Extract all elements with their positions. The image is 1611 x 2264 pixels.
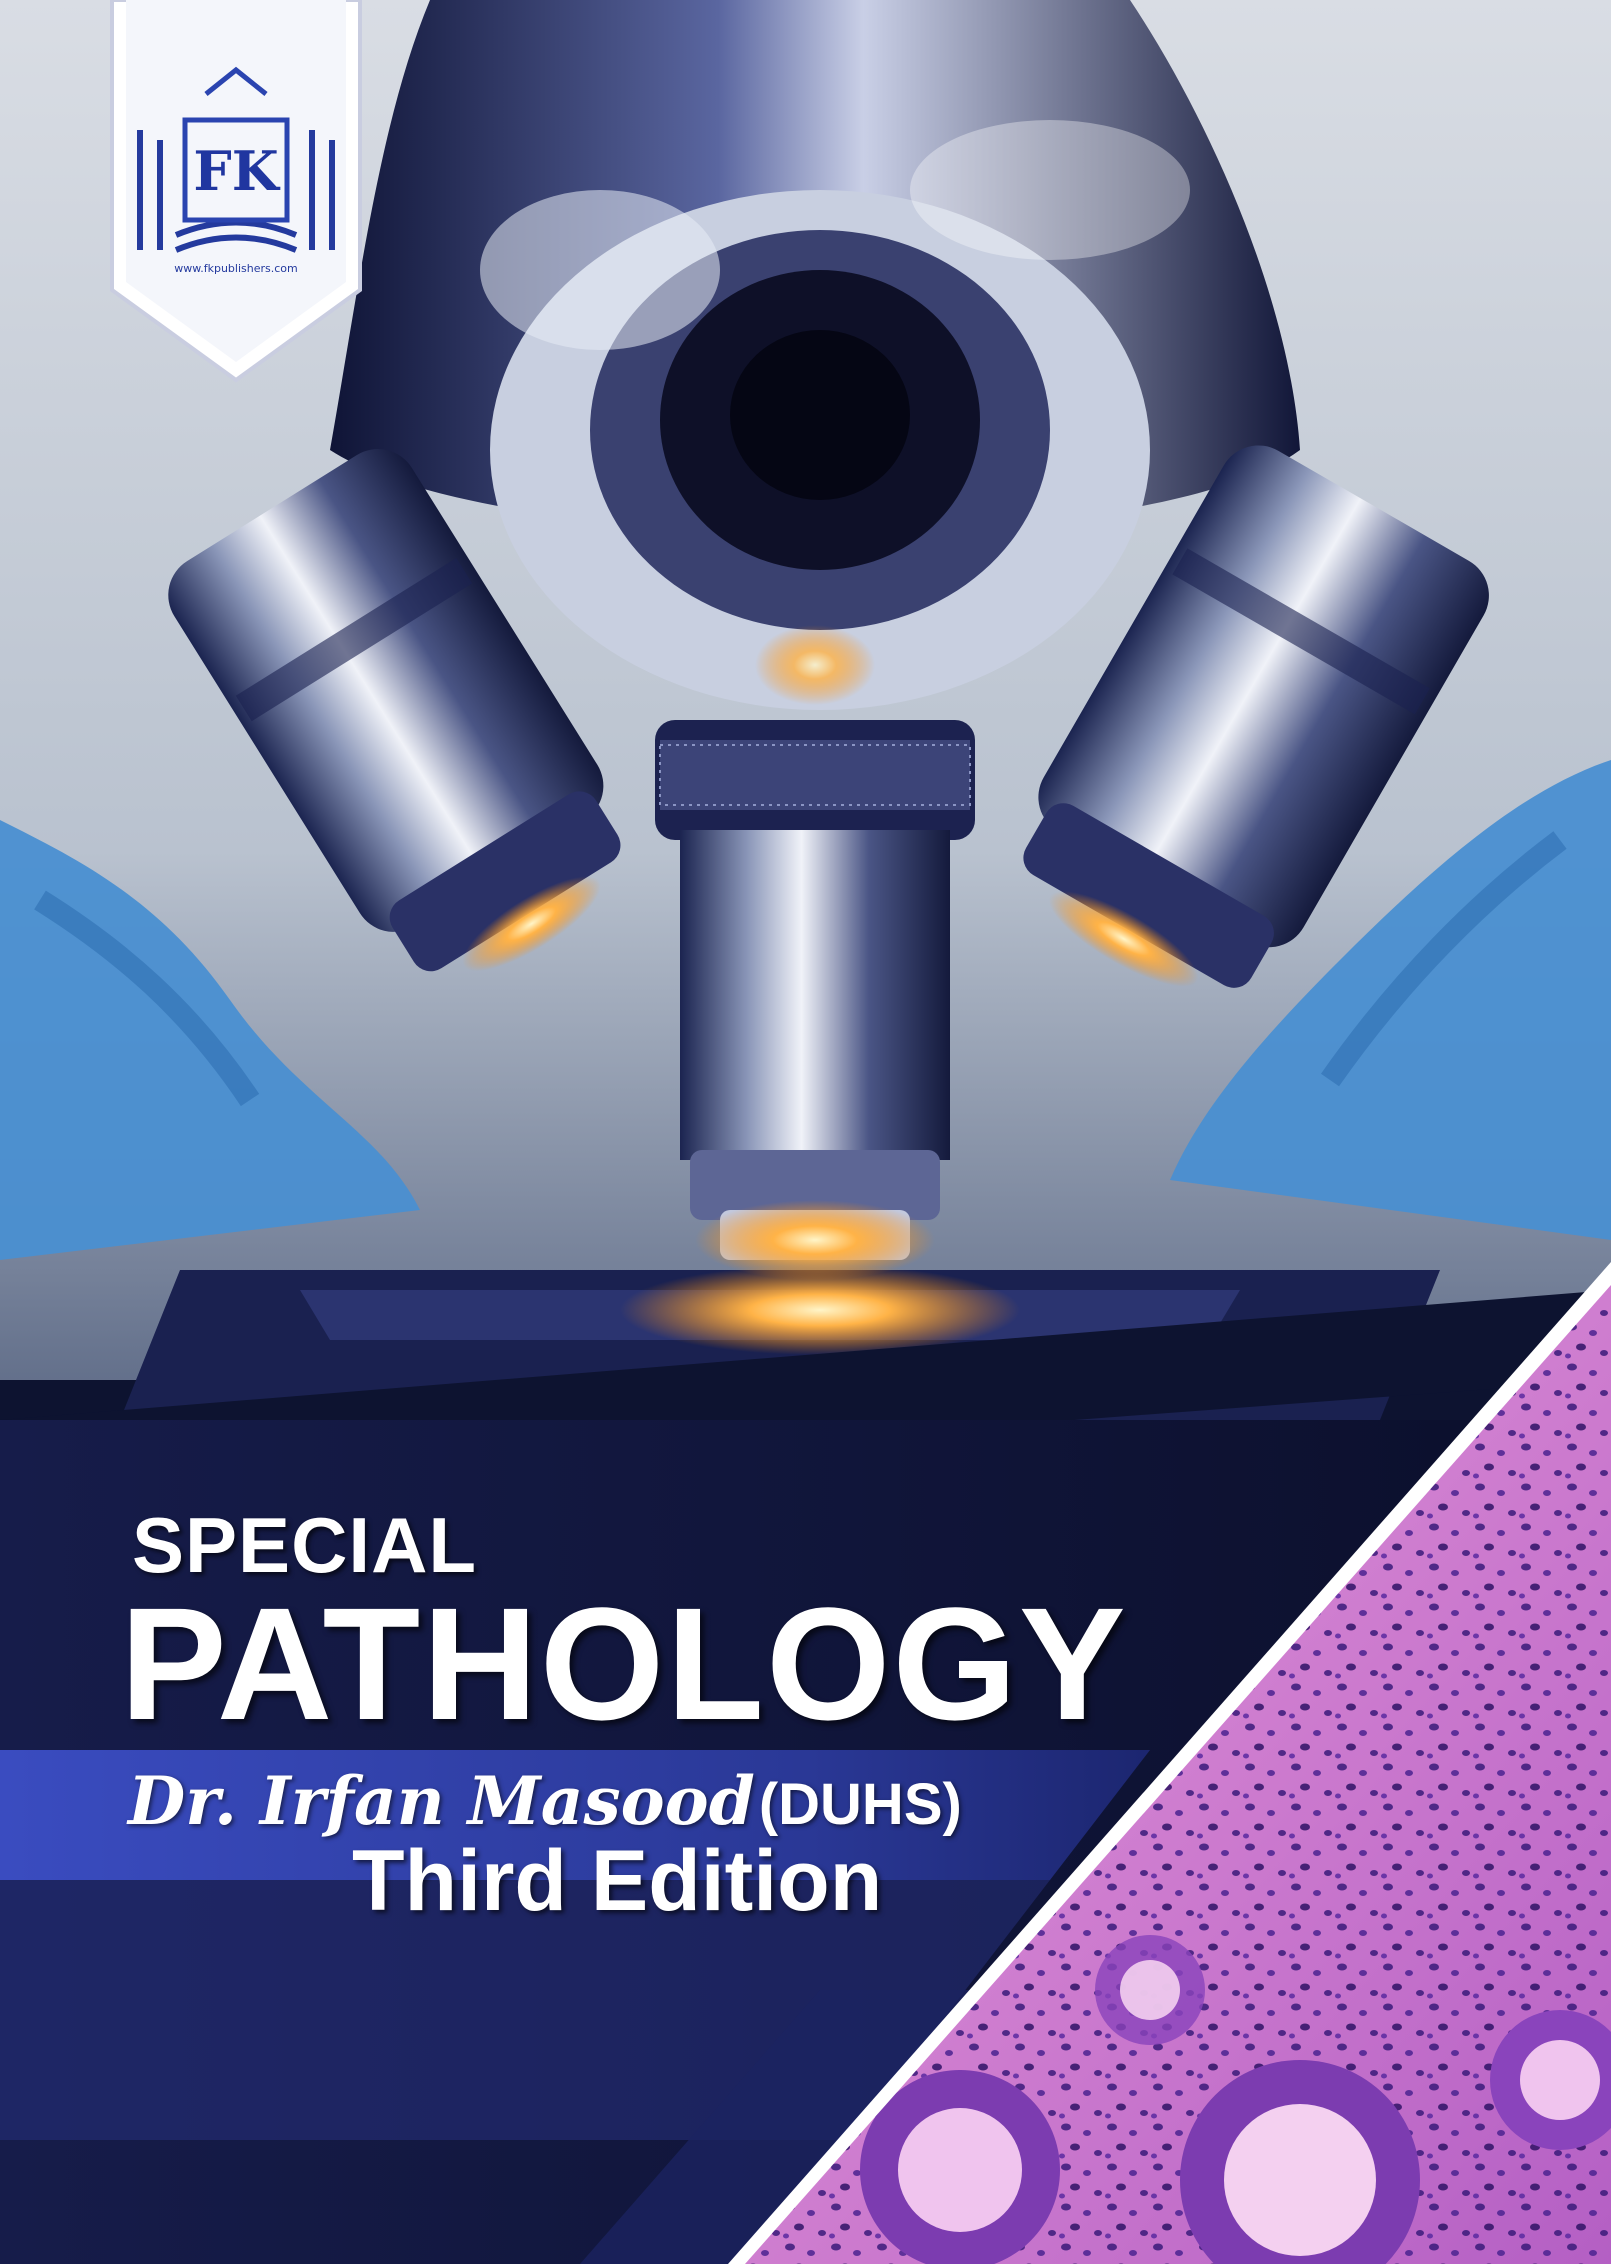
author-band [0, 1750, 1150, 1880]
microscope-illustration [168, 0, 1489, 1280]
title-line-2: PATHOLOGY [120, 1574, 1128, 1753]
glands [860, 1935, 1611, 2264]
edition-label: Third Edition [352, 1833, 883, 1929]
author-line: Dr. Irfan Masood (DUHS) [128, 1762, 962, 1840]
logo-monogram: FK [193, 139, 280, 203]
author-name: Dr. Irfan Masood [128, 1762, 755, 1840]
title-line-1: SPECIAL [132, 1501, 478, 1589]
knurled-ring [659, 740, 971, 810]
author-affiliation: (DUHS) [758, 1772, 962, 1837]
diagonal-stripe [728, 1262, 1611, 2264]
logo-caption: www.fkpublishers.com [174, 262, 297, 275]
publisher-logo: FK www.fkpublishers.com [110, 0, 362, 383]
gloves [0, 760, 1611, 1260]
